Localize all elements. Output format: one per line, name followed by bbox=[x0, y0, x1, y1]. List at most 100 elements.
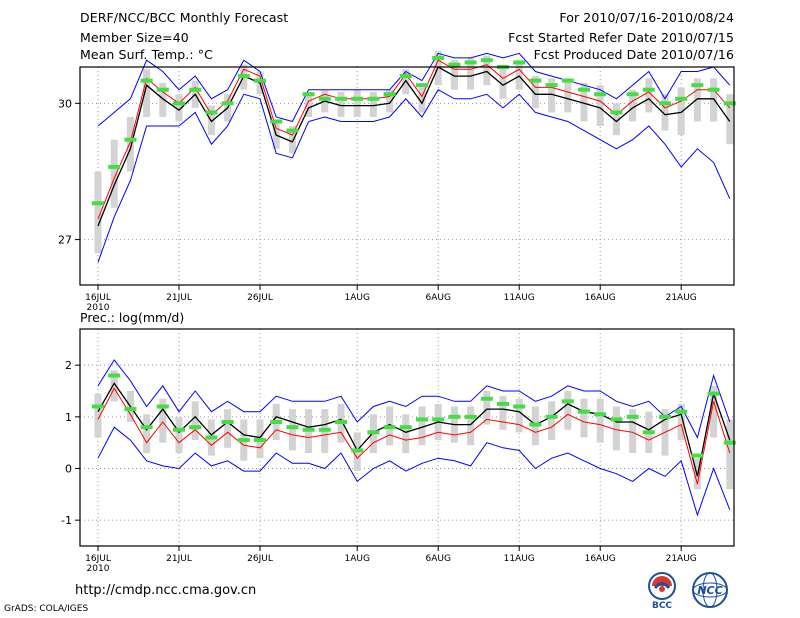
prec-spread-bar bbox=[677, 403, 685, 441]
prec-observed-marker bbox=[675, 409, 688, 414]
precip-panel-title: Prec.: log(mm/d) bbox=[80, 310, 184, 325]
prec-series-red bbox=[97, 387, 731, 485]
prec-series-lower bbox=[97, 426, 731, 517]
temp-observed-marker bbox=[529, 78, 542, 83]
prec-observed-marker bbox=[108, 373, 121, 378]
prec-spread-bar bbox=[94, 393, 102, 438]
temp-spread-bar bbox=[645, 78, 653, 113]
prec-observed-marker bbox=[691, 453, 704, 458]
temp-observed-marker bbox=[124, 137, 137, 142]
prec-ytick-label: 2 bbox=[65, 359, 72, 372]
temp-spread-bar bbox=[693, 78, 701, 122]
prec-spread-bar bbox=[710, 385, 718, 438]
prec-spread-bar bbox=[110, 370, 118, 402]
temp-observed-marker bbox=[318, 96, 331, 101]
temp-spread-bar bbox=[418, 87, 426, 113]
temp-observed-marker bbox=[367, 96, 380, 101]
temp-series-upper bbox=[97, 52, 731, 127]
temp-ytick-label: 30 bbox=[58, 97, 72, 110]
source-url[interactable]: http://cmdp.ncc.cma.gov.cn bbox=[75, 583, 257, 598]
prec-xtick-label: 6AUG bbox=[425, 554, 450, 564]
chart-title: DERF/NCC/BCC Monthly Forecast bbox=[80, 10, 289, 25]
temp-observed-marker bbox=[205, 110, 218, 115]
prec-plot-frame bbox=[79, 328, 735, 547]
prec-observed-marker bbox=[302, 427, 315, 432]
temp-spread-bar bbox=[353, 89, 361, 117]
temp-observed-marker bbox=[108, 164, 121, 169]
prec-observed-marker bbox=[383, 425, 396, 430]
temp-spread-bar bbox=[531, 76, 539, 108]
prec-observed-marker bbox=[140, 425, 153, 430]
prec-observed-marker bbox=[318, 427, 331, 432]
prec-spread-bar bbox=[564, 391, 572, 430]
prec-xtick-label: 26JUL bbox=[247, 554, 273, 564]
temp-xtick-label: 6AUG bbox=[425, 293, 450, 303]
prec-observed-marker bbox=[545, 414, 558, 419]
temp-observed-marker bbox=[173, 101, 185, 106]
prec-spread-bar bbox=[224, 409, 232, 448]
prec-observed-marker bbox=[189, 425, 202, 430]
temp-observed-marker bbox=[642, 87, 655, 92]
prec-observed-marker bbox=[497, 401, 509, 406]
prec-series-mean bbox=[97, 382, 731, 477]
temp-spread-bar bbox=[515, 60, 523, 90]
prec-observed-marker bbox=[432, 417, 445, 422]
prec-observed-marker bbox=[642, 430, 655, 435]
temp-spread-bar bbox=[661, 94, 669, 131]
temp-spread-bar bbox=[710, 78, 718, 122]
prec-observed-marker bbox=[707, 391, 720, 396]
prec-spread-bar bbox=[483, 391, 491, 425]
temp-observed-marker bbox=[92, 201, 104, 206]
temp-observed-marker bbox=[399, 74, 412, 79]
prec-spread-bar bbox=[596, 398, 604, 443]
prec-spread-bar bbox=[143, 414, 151, 453]
prec-spread-bar bbox=[580, 398, 588, 438]
temp-observed-marker bbox=[578, 87, 590, 92]
prec-spread-bar bbox=[288, 409, 296, 451]
temp-ytick-label: 27 bbox=[58, 234, 72, 247]
temp-observed-marker bbox=[626, 92, 639, 97]
temp-xtick-label: 11AUG bbox=[504, 293, 535, 303]
temp-plot-frame bbox=[79, 66, 735, 286]
temp-observed-marker bbox=[254, 78, 266, 83]
prec-spread-bar bbox=[402, 414, 410, 453]
prec-year-label: 2010 bbox=[87, 564, 110, 574]
temp-spread-bar bbox=[596, 85, 604, 127]
prec-spread-bar bbox=[499, 396, 507, 430]
prec-observed-marker bbox=[464, 414, 477, 419]
temp-spread-bar bbox=[94, 171, 102, 254]
temp-observed-marker bbox=[610, 110, 623, 115]
temp-observed-marker bbox=[270, 119, 283, 124]
temp-spread-bar bbox=[580, 82, 588, 122]
prec-ytick-label: -1 bbox=[61, 514, 72, 527]
prec-observed-marker bbox=[221, 420, 234, 424]
temp-spread-bar bbox=[612, 103, 620, 136]
prec-ytick-label: 1 bbox=[65, 411, 72, 424]
prec-observed-marker bbox=[723, 440, 736, 445]
prec-observed-marker bbox=[416, 417, 428, 422]
temp-spread-bar bbox=[305, 91, 313, 117]
temp-observed-marker bbox=[156, 87, 169, 92]
prec-observed-marker bbox=[156, 404, 169, 409]
temp-spread-bar bbox=[402, 69, 410, 95]
temp-spread-bar bbox=[159, 82, 167, 117]
temp-observed-marker bbox=[237, 74, 250, 79]
prec-observed-marker bbox=[335, 420, 347, 424]
bcc-logo-label: BCC bbox=[652, 601, 672, 610]
produced-date: Fcst Produced Date 2010/07/16 bbox=[533, 47, 734, 62]
prec-observed-marker bbox=[237, 438, 250, 443]
temp-observed-marker bbox=[351, 96, 364, 101]
prec-spread-bar bbox=[612, 406, 620, 451]
temp-spread-bar bbox=[126, 116, 134, 172]
temp-observed-marker bbox=[513, 60, 526, 65]
prec-xtick-label: 16AUG bbox=[585, 554, 616, 564]
temp-observed-marker bbox=[464, 60, 477, 65]
temp-observed-marker bbox=[286, 128, 299, 133]
ncc-logo-label: NCC bbox=[697, 584, 722, 597]
temp-spread-bar bbox=[337, 91, 345, 117]
temp-observed-marker bbox=[448, 62, 461, 67]
temp-spread-bar bbox=[548, 78, 556, 113]
start-date: Fcst Started Refer Date 2010/07/15 bbox=[508, 30, 734, 45]
prec-series-upper bbox=[97, 359, 731, 439]
